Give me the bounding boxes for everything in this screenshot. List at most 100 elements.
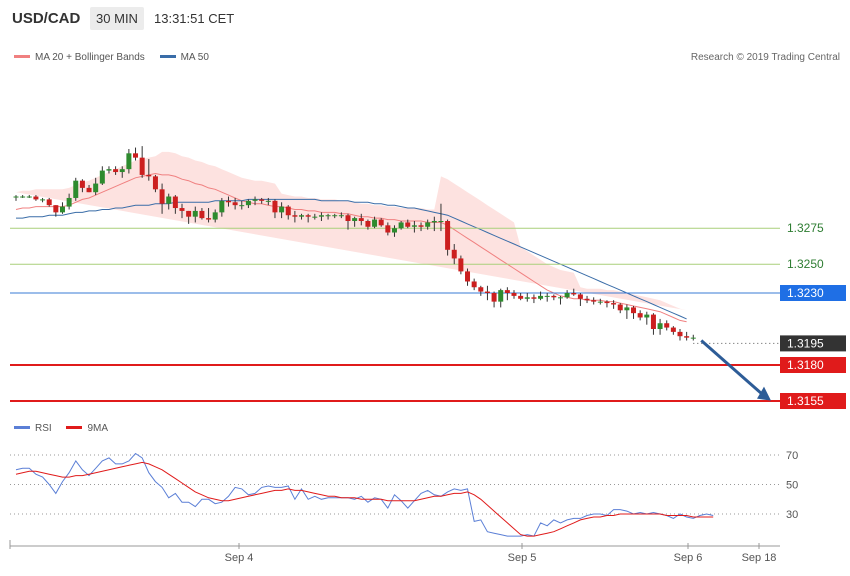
candle-body: [33, 196, 39, 200]
candle-body: [126, 153, 132, 170]
candle-body: [26, 196, 32, 198]
candle-body: [166, 196, 172, 204]
candle-body: [133, 153, 139, 158]
candle-body: [259, 199, 265, 201]
candle-body: [285, 206, 291, 216]
ma50-line: [16, 198, 687, 320]
time-tick-label: Sep 5: [508, 552, 537, 564]
candle-body: [46, 199, 52, 206]
candle-body: [338, 215, 344, 217]
candle-body: [186, 210, 192, 217]
candle-body: [279, 206, 285, 213]
rsi-tick-label: 50: [786, 480, 798, 492]
candle-body: [445, 221, 451, 250]
candle-body: [511, 293, 517, 296]
candle-body: [411, 225, 417, 227]
candle-body: [13, 196, 19, 198]
time-tick-label: Sep 6: [674, 552, 703, 564]
support-level-label: 1.3180: [787, 358, 824, 372]
rsi-label: RSI: [35, 423, 52, 434]
candle-body: [93, 183, 99, 193]
candle-body: [225, 200, 231, 203]
rsi-tick-label: 70: [786, 450, 798, 462]
candle-body: [391, 228, 397, 233]
candle-body: [611, 303, 617, 305]
candle-body: [624, 307, 630, 311]
credit-label: Research © 2019 Trading Central: [690, 52, 840, 63]
candle-body: [677, 331, 683, 337]
candle-body: [551, 295, 557, 298]
candle-body: [498, 290, 504, 302]
candle-body: [372, 219, 378, 227]
bollinger-swatch: [14, 54, 30, 58]
candle-body: [398, 222, 404, 229]
candle-body: [318, 215, 324, 217]
ma50-label: MA 50: [180, 52, 209, 63]
pivot-level-tag: [780, 285, 846, 301]
candle-body: [637, 313, 643, 318]
time-tick-label: Sep 18: [742, 552, 777, 564]
candle-body: [332, 215, 338, 217]
candle-body: [531, 297, 537, 299]
support-level-label: 1.3155: [787, 394, 824, 408]
candle-body: [365, 221, 371, 227]
candle-body: [53, 205, 59, 213]
candle-body: [538, 295, 544, 299]
candle-body: [265, 200, 271, 202]
forecast-arrow-line: [700, 339, 766, 398]
bollinger-band-fill: [16, 151, 687, 311]
candle-body: [232, 202, 238, 206]
candle-body: [139, 157, 145, 175]
ma50-swatch: [159, 54, 176, 58]
candle-body: [79, 180, 85, 188]
candle-body: [557, 297, 563, 299]
rsi-swatch: [14, 425, 30, 429]
candle-body: [631, 307, 637, 314]
candle-body: [378, 219, 384, 226]
candle-body: [199, 210, 205, 219]
candle-body: [591, 300, 597, 302]
timeframe-button[interactable]: 30 MIN: [90, 7, 144, 30]
candle-body: [212, 212, 218, 220]
candle-body: [352, 218, 358, 221]
candle-body: [113, 169, 119, 173]
forecast-arrow-head: [757, 386, 771, 401]
time-tick-label: Sep 4: [225, 552, 254, 564]
clock-label: 13:31:51 CET: [154, 11, 235, 26]
candle-body: [358, 218, 364, 221]
ma20-line: [15, 172, 687, 323]
rsi-ma-line: [15, 461, 714, 537]
candle-body: [73, 180, 79, 198]
candle-body: [239, 205, 245, 207]
candle-body: [465, 271, 471, 282]
candle-body: [119, 169, 125, 173]
candle-body: [577, 294, 583, 299]
last-level-label: 1.3195: [787, 336, 824, 350]
candle-body: [40, 199, 46, 201]
candle-body: [564, 293, 570, 298]
candle-body: [597, 301, 603, 303]
candle-body: [99, 170, 105, 184]
candle-body: [152, 176, 158, 190]
candle-body: [690, 337, 696, 339]
candle-body: [305, 215, 311, 217]
resistance-level-label: 1.3250: [787, 257, 824, 271]
candle-body: [438, 221, 444, 222]
candle-body: [571, 293, 577, 295]
candle-body: [604, 301, 610, 304]
candle-body: [458, 258, 464, 272]
last-level-tag: [780, 335, 846, 352]
chart-header: USD/CAD 30 MIN 13:31:51 CET: [0, 0, 850, 38]
candle-body: [292, 215, 298, 217]
candle-body: [504, 290, 510, 293]
candle-body: [644, 314, 650, 318]
candle-body: [544, 295, 550, 297]
candle-body: [657, 323, 663, 329]
candle-body: [325, 215, 331, 217]
support-level-tag: [780, 393, 846, 409]
candle-body: [20, 196, 26, 198]
candle-body: [345, 215, 351, 221]
candle-body: [491, 293, 497, 302]
candle-body: [670, 327, 676, 332]
